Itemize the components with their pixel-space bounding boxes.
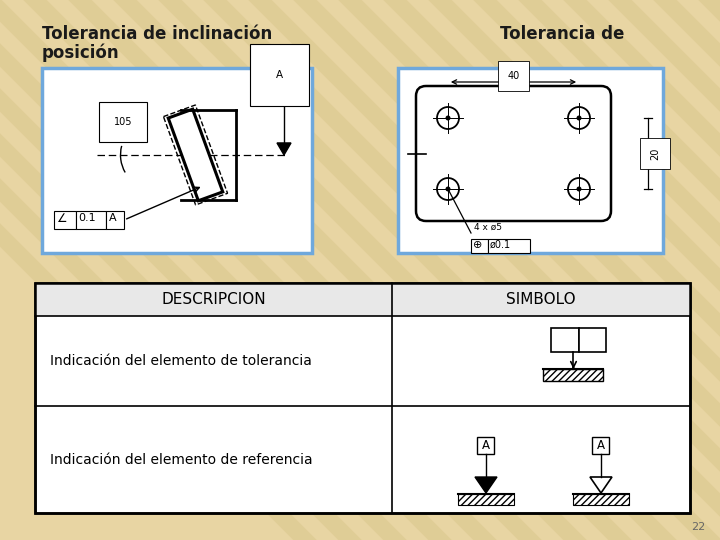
Bar [54, 211, 76, 229]
Text: ø0.1: ø0.1 [490, 240, 511, 250]
Text: ∠: ∠ [57, 212, 68, 225]
Bar [398, 68, 663, 253]
Text: A: A [482, 439, 490, 452]
Bar [477, 437, 495, 454]
Text: SIMBOLO: SIMBOLO [506, 292, 576, 307]
Text: posición: posición [42, 44, 120, 63]
Text: 105: 105 [114, 117, 132, 127]
Bar [458, 494, 514, 505]
Bar [42, 68, 312, 253]
Text: 22: 22 [690, 522, 705, 532]
Text: Tolerancia de inclinación: Tolerancia de inclinación [42, 25, 272, 43]
Polygon shape [277, 143, 291, 155]
FancyBboxPatch shape [416, 86, 611, 221]
Bar [471, 239, 488, 253]
Text: A: A [597, 439, 605, 452]
Text: 20: 20 [650, 147, 660, 160]
Bar [593, 437, 610, 454]
Polygon shape [168, 109, 222, 201]
Text: Tolerancia de: Tolerancia de [500, 25, 624, 43]
Text: DESCRIPCION: DESCRIPCION [161, 292, 266, 307]
Text: Indicación del elemento de referencia: Indicación del elemento de referencia [50, 453, 312, 467]
Bar [488, 239, 530, 253]
Text: A: A [276, 70, 283, 80]
Bar [106, 211, 124, 229]
Bar [35, 283, 690, 513]
Polygon shape [475, 477, 497, 493]
Circle shape [446, 186, 451, 192]
Circle shape [577, 186, 582, 192]
Text: 0.1: 0.1 [78, 213, 96, 223]
Text: Indicación del elemento de tolerancia: Indicación del elemento de tolerancia [50, 354, 312, 368]
Circle shape [577, 116, 582, 120]
Text: 40: 40 [508, 71, 520, 81]
Bar [551, 328, 579, 352]
Bar [573, 494, 629, 505]
Bar [35, 283, 690, 513]
Text: A: A [109, 213, 117, 223]
Text: ⊕: ⊕ [473, 240, 482, 250]
Text: 4 x ø5: 4 x ø5 [474, 223, 502, 232]
Bar [544, 369, 603, 381]
Bar [579, 328, 606, 352]
Circle shape [446, 116, 451, 120]
Bar [76, 211, 106, 229]
Bar [35, 283, 690, 316]
